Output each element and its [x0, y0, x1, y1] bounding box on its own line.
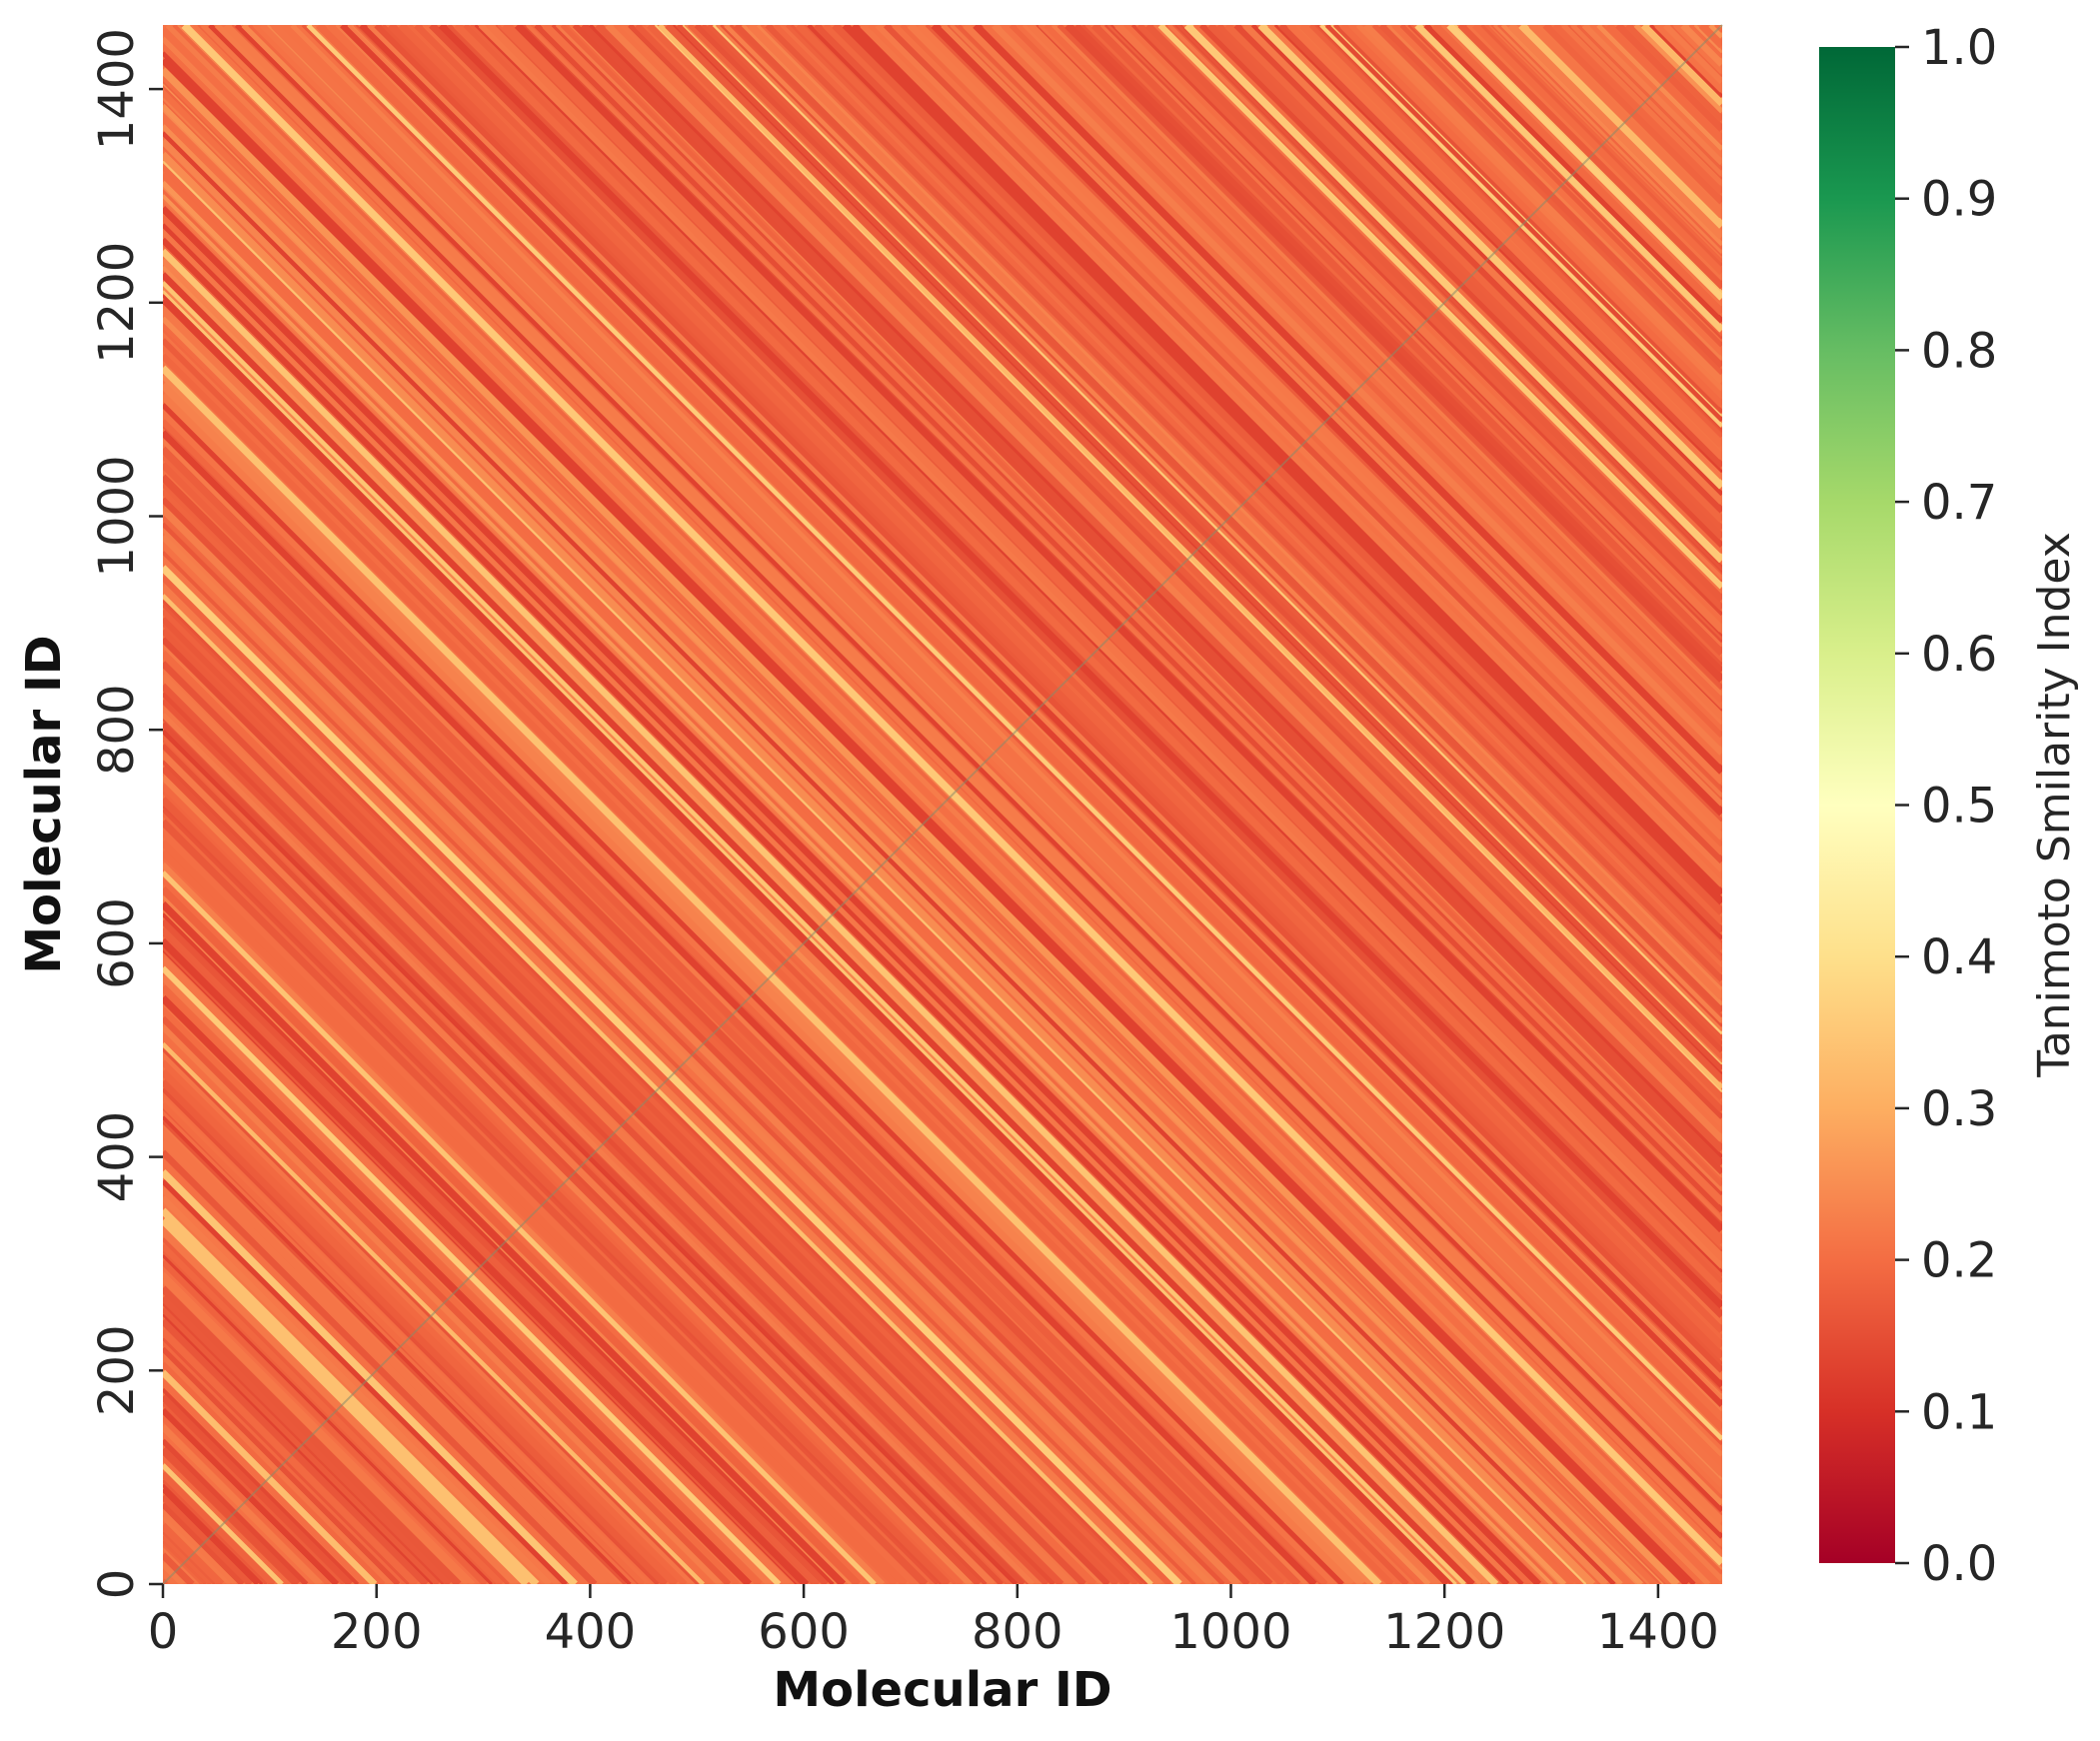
colorbar-tick-label: 0.0 [1921, 1536, 1997, 1592]
colorbar-tick-label: 0.7 [1921, 475, 1997, 531]
colorbar-title: Tanimoto Smilarity Index [2029, 532, 2080, 1078]
colorbar-tick-label: 0.9 [1921, 172, 1997, 228]
y-tick-label: 600 [89, 897, 145, 989]
colorbar-tick-label: 0.5 [1921, 779, 1997, 835]
colorbar-tick-label: 0.1 [1921, 1384, 1997, 1440]
y-tick-label: 200 [89, 1324, 145, 1416]
self-similarity-diagonal [162, 24, 1723, 1585]
x-tick-label: 800 [972, 1604, 1063, 1660]
x-tick-label: 1200 [1383, 1604, 1505, 1660]
colorbar-tick-label: 0.2 [1921, 1233, 1997, 1289]
x-tick-label: 400 [545, 1604, 637, 1660]
y-tick-label: 1200 [89, 242, 145, 364]
x-tick-label: 600 [758, 1604, 850, 1660]
colorbar-tick-label: 0.4 [1921, 929, 1997, 985]
colorbar: 0.0 0.1 0.2 0.3 0.4 0.5 0.6 0.7 0.8 0.9 1.0 Tanimo… [1819, 20, 2080, 1592]
x-axis: 0 200 400 600 800 1000 1200 1400 [148, 1584, 1719, 1660]
y-tick-label: 400 [89, 1111, 145, 1203]
colorbar-tick-label: 0.6 [1921, 627, 1997, 683]
colorbar-tick-label: 1.0 [1921, 20, 1997, 76]
colorbar-tick-label: 0.3 [1921, 1081, 1997, 1137]
y-tick-label: 0 [89, 1569, 145, 1600]
y-axis: 0 200 400 600 800 1000 1200 1400 [89, 28, 163, 1599]
y-tick-label: 1400 [89, 28, 145, 150]
colorbar-gradient [1819, 47, 1895, 1563]
diagonal-line [162, 24, 1723, 1585]
x-axis-title: Molecular ID [773, 1662, 1111, 1718]
x-tick-label: 1000 [1169, 1604, 1291, 1660]
colorbar-tick-label: 0.8 [1921, 323, 1997, 379]
y-tick-label: 1000 [89, 455, 145, 577]
y-axis-title: Molecular ID [16, 635, 72, 973]
y-tick-label: 800 [89, 684, 145, 776]
x-tick-label: 0 [148, 1604, 179, 1660]
x-tick-label: 1400 [1597, 1604, 1719, 1660]
x-tick-label: 200 [331, 1604, 423, 1660]
colorbar-ticks: 0.0 0.1 0.2 0.3 0.4 0.5 0.6 0.7 0.8 0.9 1.0 [1895, 20, 1997, 1592]
